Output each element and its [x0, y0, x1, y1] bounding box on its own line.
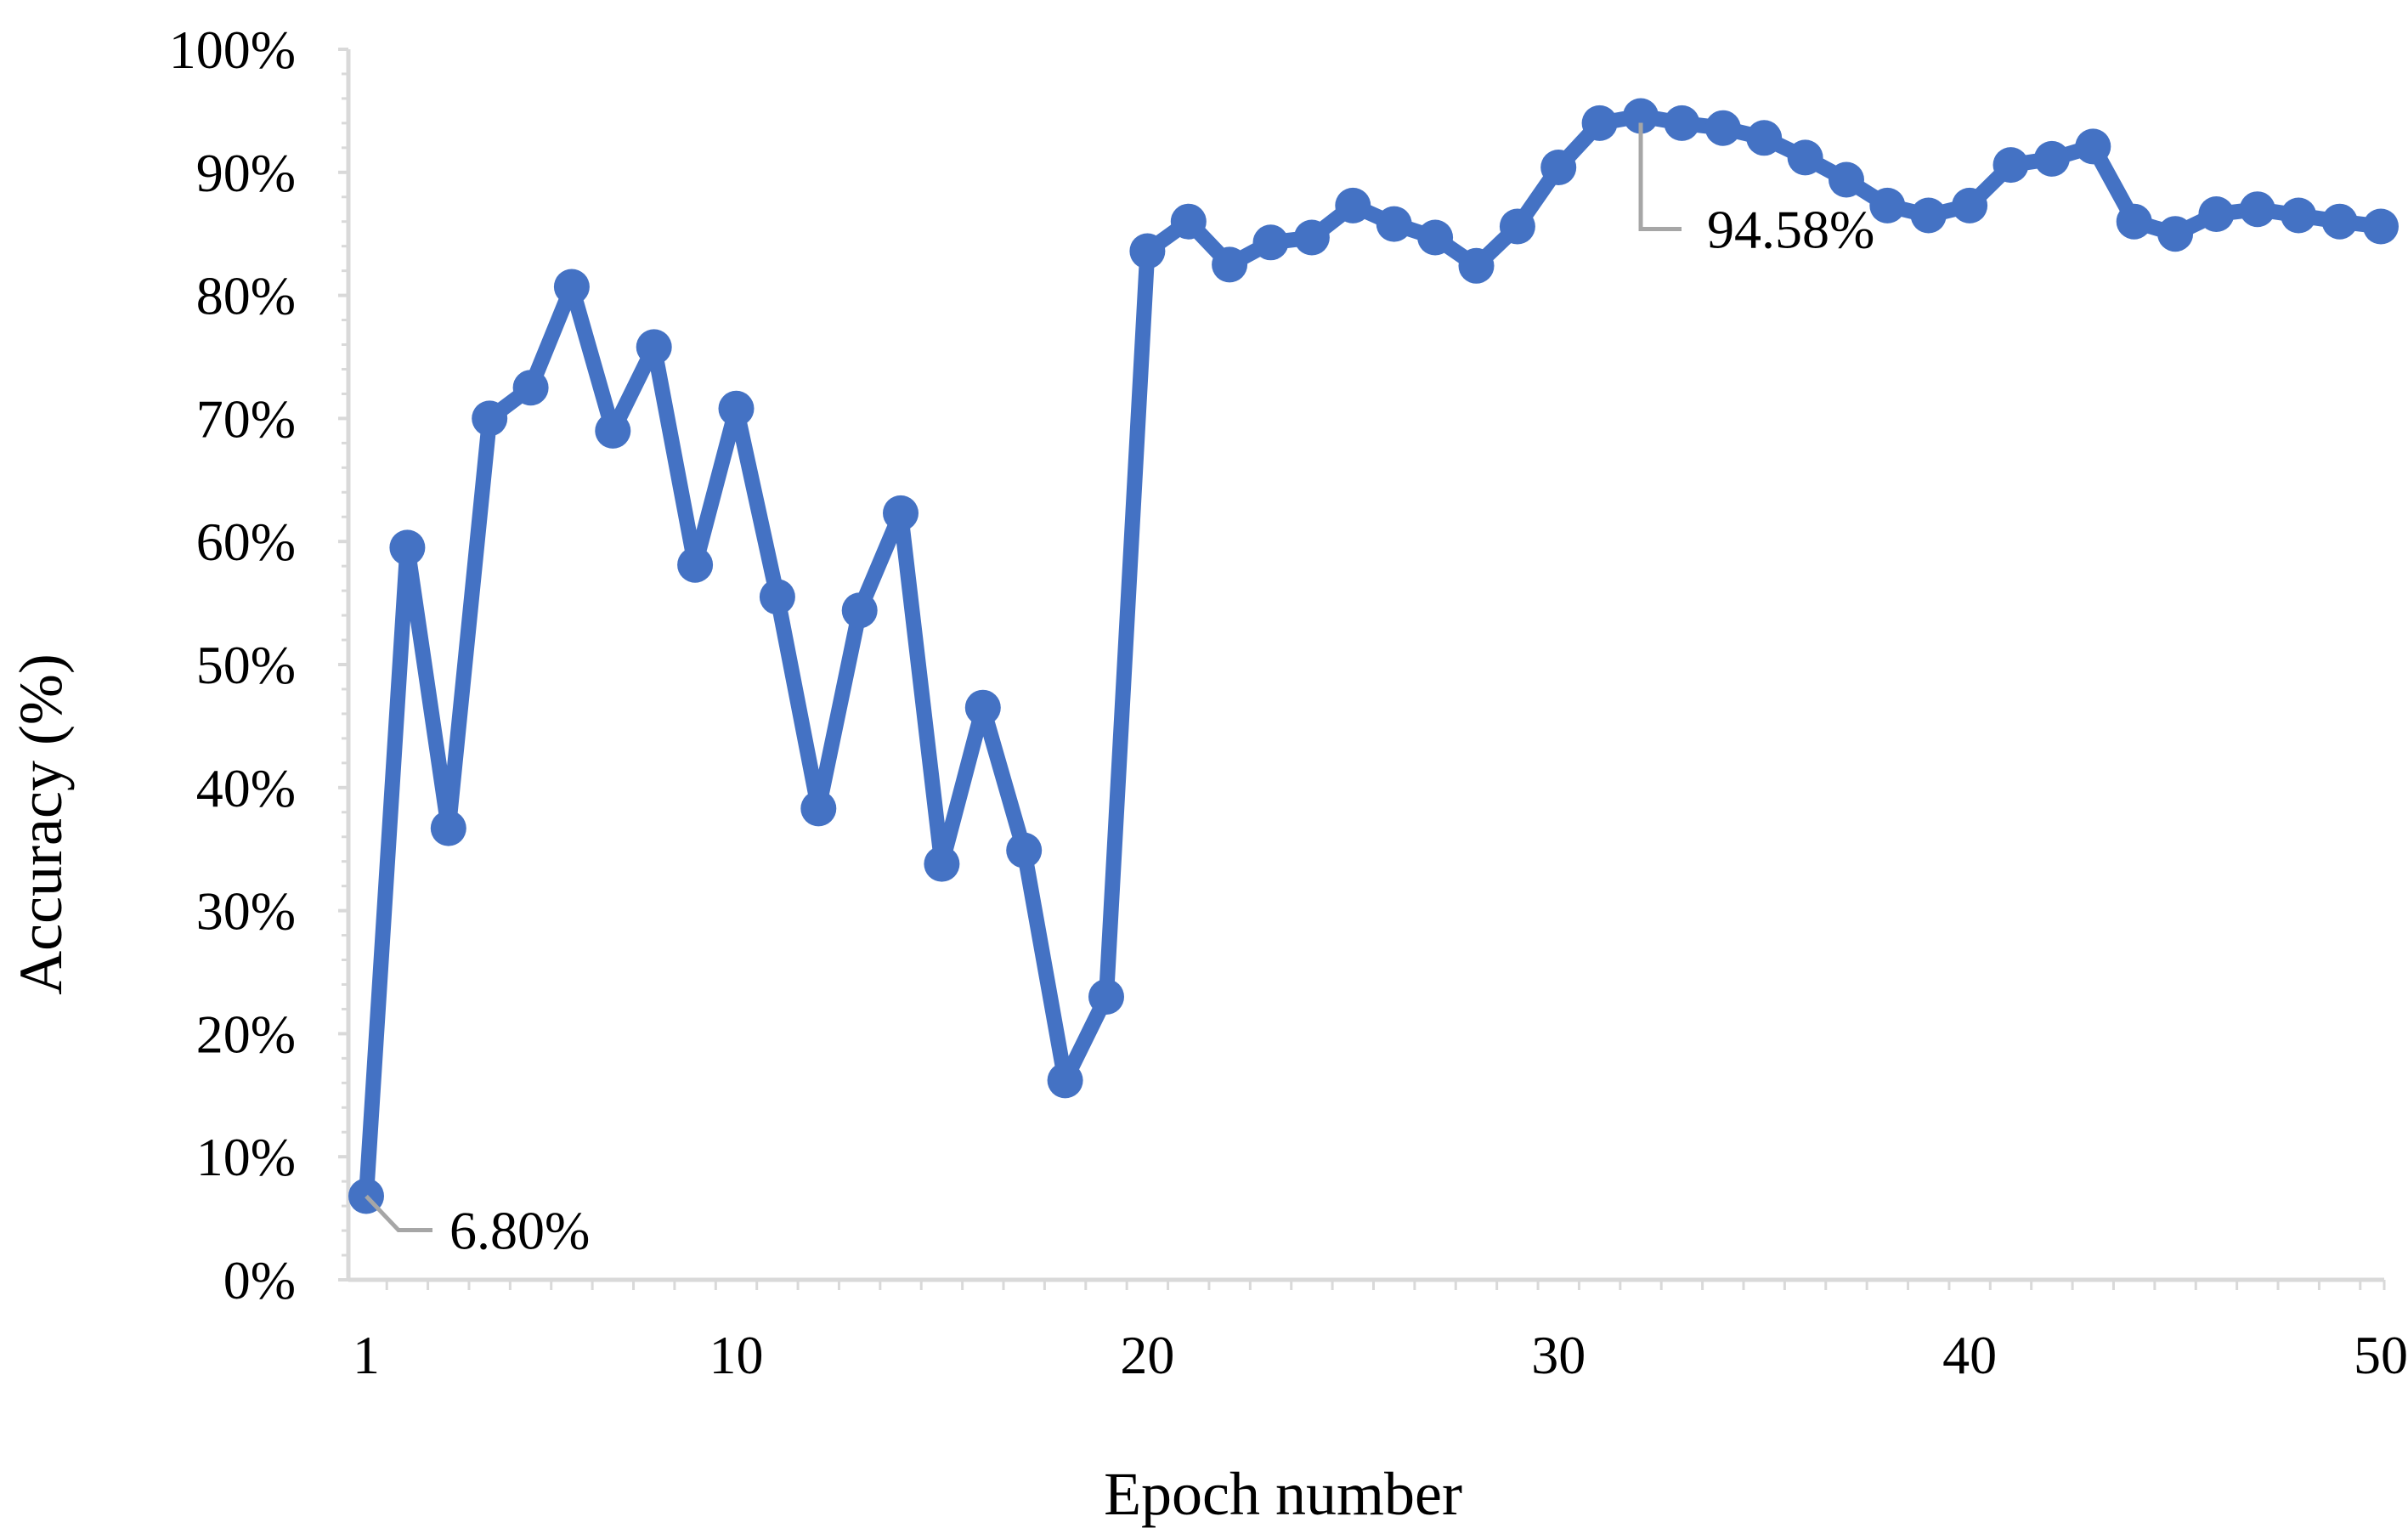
- data-point: [472, 400, 508, 437]
- x-axis-title: Epoch number: [1104, 1460, 1462, 1528]
- data-point: [1540, 150, 1577, 185]
- data-point: [2075, 128, 2111, 165]
- data-label-max: 94.58%: [1707, 199, 1874, 259]
- y-tick-label: 70%: [196, 388, 296, 449]
- data-point: [1623, 98, 1659, 134]
- data-point: [1869, 187, 1906, 223]
- data-label-min: 6.80%: [449, 1201, 590, 1261]
- y-tick-label: 30%: [196, 881, 296, 942]
- data-point: [924, 846, 960, 882]
- data-point: [1417, 219, 1454, 256]
- data-point: [595, 412, 631, 449]
- y-tick-label: 10%: [196, 1127, 296, 1187]
- data-point: [1252, 224, 1289, 261]
- data-point: [1746, 120, 1783, 156]
- y-tick-label: 60%: [196, 512, 296, 572]
- data-point: [1910, 197, 1947, 234]
- x-tick-label: 20: [1120, 1325, 1174, 1385]
- data-point: [389, 529, 426, 566]
- accuracy-series: [348, 98, 2399, 1214]
- data-point: [2281, 197, 2317, 234]
- data-point: [2116, 203, 2152, 240]
- y-tick-label: 50%: [196, 635, 296, 695]
- data-point: [2033, 140, 2070, 177]
- leader-line: [1638, 122, 1682, 231]
- y-tick-label: 100%: [169, 20, 296, 80]
- leader-line: [365, 1194, 432, 1233]
- y-axis-title: Accuracy (%): [7, 654, 75, 995]
- x-tick-label: 40: [1942, 1325, 1997, 1385]
- data-point: [512, 370, 549, 406]
- data-point: [1581, 105, 1618, 141]
- data-point: [1952, 187, 1988, 223]
- data-point: [1170, 203, 1207, 240]
- data-point: [800, 790, 837, 827]
- data-point: [759, 579, 795, 615]
- y-tick-label: 40%: [196, 758, 296, 818]
- series-line: [359, 108, 2388, 1204]
- x-axis: 1 10 20 30 40 50: [348, 1277, 2408, 1385]
- data-point: [841, 592, 878, 629]
- data-point: [1376, 206, 1412, 242]
- data-point: [2239, 191, 2275, 228]
- data-point: [1129, 233, 1166, 269]
- data-point: [964, 689, 1001, 726]
- data-point: [1829, 161, 1864, 198]
- data-point: [2157, 216, 2194, 252]
- y-tick-label: 0%: [223, 1250, 296, 1310]
- y-tick-label: 80%: [196, 266, 296, 326]
- data-point: [1088, 979, 1124, 1015]
- data-point: [677, 546, 714, 583]
- data-labels: 6.80% 94.58%: [365, 122, 1874, 1261]
- data-point: [718, 390, 755, 427]
- data-point: [883, 495, 919, 531]
- data-point: [2198, 196, 2235, 232]
- data-point: [2363, 208, 2399, 245]
- data-point: [553, 269, 590, 305]
- y-tick-label: 20%: [196, 1004, 296, 1064]
- data-point: [2321, 203, 2358, 240]
- data-point: [636, 329, 672, 365]
- x-tick-label: 10: [709, 1325, 763, 1385]
- data-point: [1664, 105, 1700, 141]
- x-tick-label: 30: [1531, 1325, 1586, 1385]
- x-tick-label: 50: [2354, 1325, 2408, 1385]
- data-point: [1458, 247, 1495, 284]
- y-axis: 0% 10% 20% 30% 40% 50% 60% 70% 80% 90% 100%: [169, 20, 351, 1310]
- data-point: [1212, 246, 1248, 283]
- x-tick-label: 1: [353, 1325, 380, 1385]
- data-point: [1499, 208, 1535, 245]
- data-point: [1704, 110, 1741, 146]
- data-point: [1993, 147, 2029, 184]
- y-tick-label: 90%: [196, 143, 296, 203]
- data-point: [1335, 187, 1371, 223]
- data-point: [430, 810, 466, 846]
- data-point: [1006, 832, 1043, 869]
- data-point: [1047, 1062, 1083, 1099]
- data-point: [1293, 219, 1330, 256]
- data-point: [1787, 139, 1823, 176]
